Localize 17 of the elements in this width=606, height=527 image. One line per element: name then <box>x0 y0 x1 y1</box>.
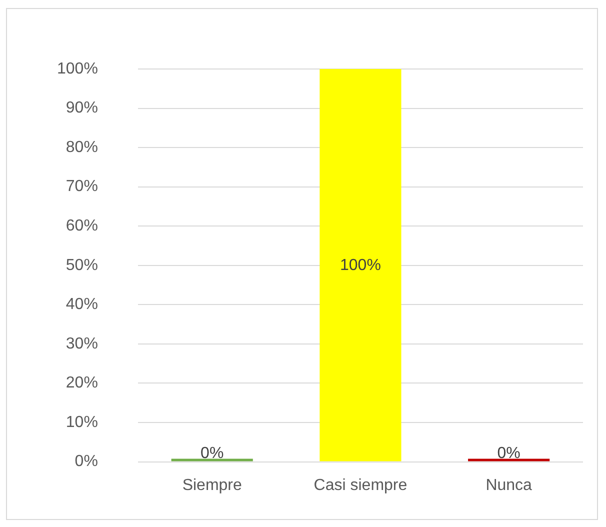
y-tick-label: 0% <box>74 453 98 470</box>
y-tick-label: 100% <box>57 60 98 78</box>
y-tick-label: 70% <box>66 178 98 196</box>
data-label: 0% <box>200 445 224 462</box>
x-tick-label: Casi siempre <box>314 476 408 494</box>
y-tick-label: 80% <box>66 138 98 156</box>
y-tick-label: 10% <box>66 414 98 431</box>
y-tick-label: 30% <box>66 335 98 352</box>
x-tick-label: Siempre <box>182 476 242 494</box>
y-tick-label: 90% <box>66 100 98 117</box>
data-label: 0% <box>497 445 520 462</box>
x-tick-label: Nunca <box>486 476 532 494</box>
data-label: 100% <box>340 256 381 274</box>
y-tick-label: 50% <box>66 256 98 274</box>
y-tick-label: 20% <box>66 374 98 392</box>
y-tick-label: 40% <box>66 296 98 314</box>
y-tick-label: 60% <box>66 218 98 235</box>
